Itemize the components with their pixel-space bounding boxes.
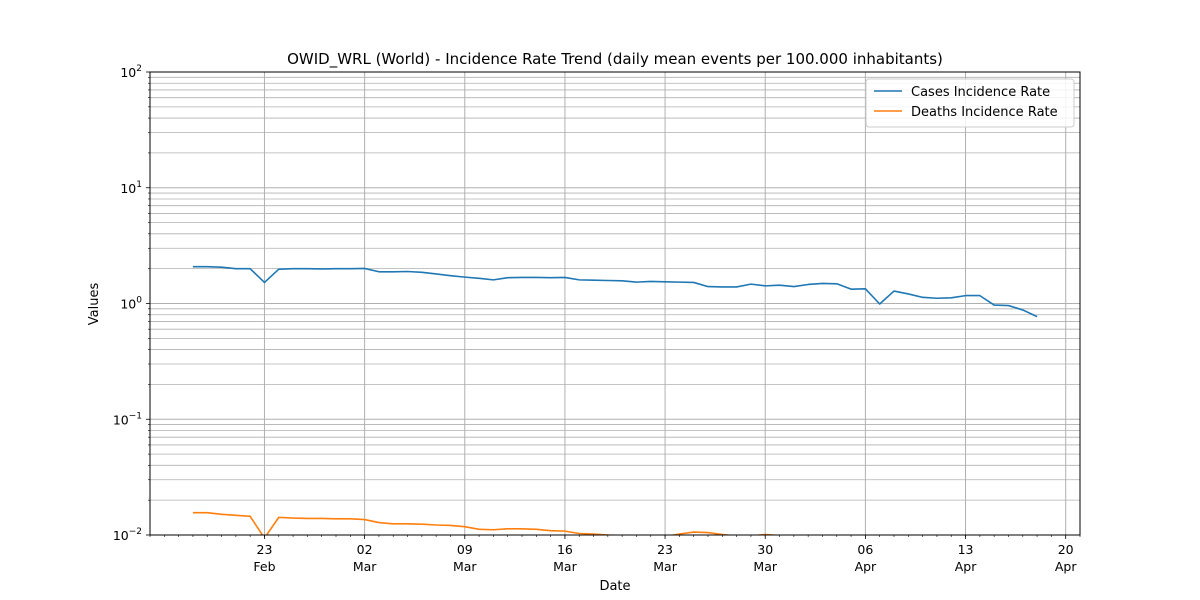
x-tick-label-month: Apr: [1055, 559, 1077, 574]
x-tick-label-month: Mar: [653, 559, 677, 574]
x-tick-label-day: 30: [757, 542, 773, 557]
x-tick-label-month: Mar: [553, 559, 577, 574]
x-tick-label-day: 13: [958, 542, 974, 557]
series-line-2: [192, 511, 781, 535]
y-tick-label: 102: [120, 64, 142, 80]
x-tick-label-month: Mar: [453, 559, 477, 574]
x-tick-label-day: 23: [657, 542, 673, 557]
y-tick-label: 101: [120, 180, 142, 196]
x-tick-label-month: Feb: [253, 559, 275, 574]
legend: Cases Incidence Rate Deaths Incidence Rat…: [865, 78, 1075, 128]
x-tick-label-day: 06: [857, 542, 873, 557]
legend-label: Cases Incidence Rate: [911, 85, 1050, 100]
x-tick-label-month: Apr: [855, 559, 877, 574]
series-layer: [192, 265, 1038, 535]
axis-ticks: 23 Feb 02 Mar 09 Mar 16 Mar 23 Mar 30 Mar 06 Apr 13 Apr…: [113, 64, 1081, 574]
x-tick-label-day: 16: [557, 542, 573, 557]
x-tick-label-day: 23: [257, 542, 273, 557]
grid-lines: [150, 72, 1080, 536]
x-tick-label-day: 02: [357, 542, 373, 557]
y-tick-label: 10−1: [113, 411, 142, 427]
x-axis-label: Date: [599, 579, 630, 594]
y-tick-label: 100: [120, 296, 142, 312]
legend-box: [865, 78, 1075, 128]
chart-title: OWID_WRL (World) - Incidence Rate Trend …: [287, 50, 943, 69]
series-line-1: [192, 265, 1038, 318]
y-axis-label: Values: [87, 283, 102, 326]
x-tick-label-day: 20: [1058, 542, 1074, 557]
x-tick-label-month: Apr: [955, 559, 977, 574]
legend-label: Deaths Incidence Rate: [911, 105, 1058, 120]
y-tick-label: 10−2: [113, 527, 142, 543]
x-tick-label-month: Mar: [353, 559, 377, 574]
x-tick-label-day: 09: [457, 542, 473, 557]
x-tick-label-month: Mar: [753, 559, 777, 574]
